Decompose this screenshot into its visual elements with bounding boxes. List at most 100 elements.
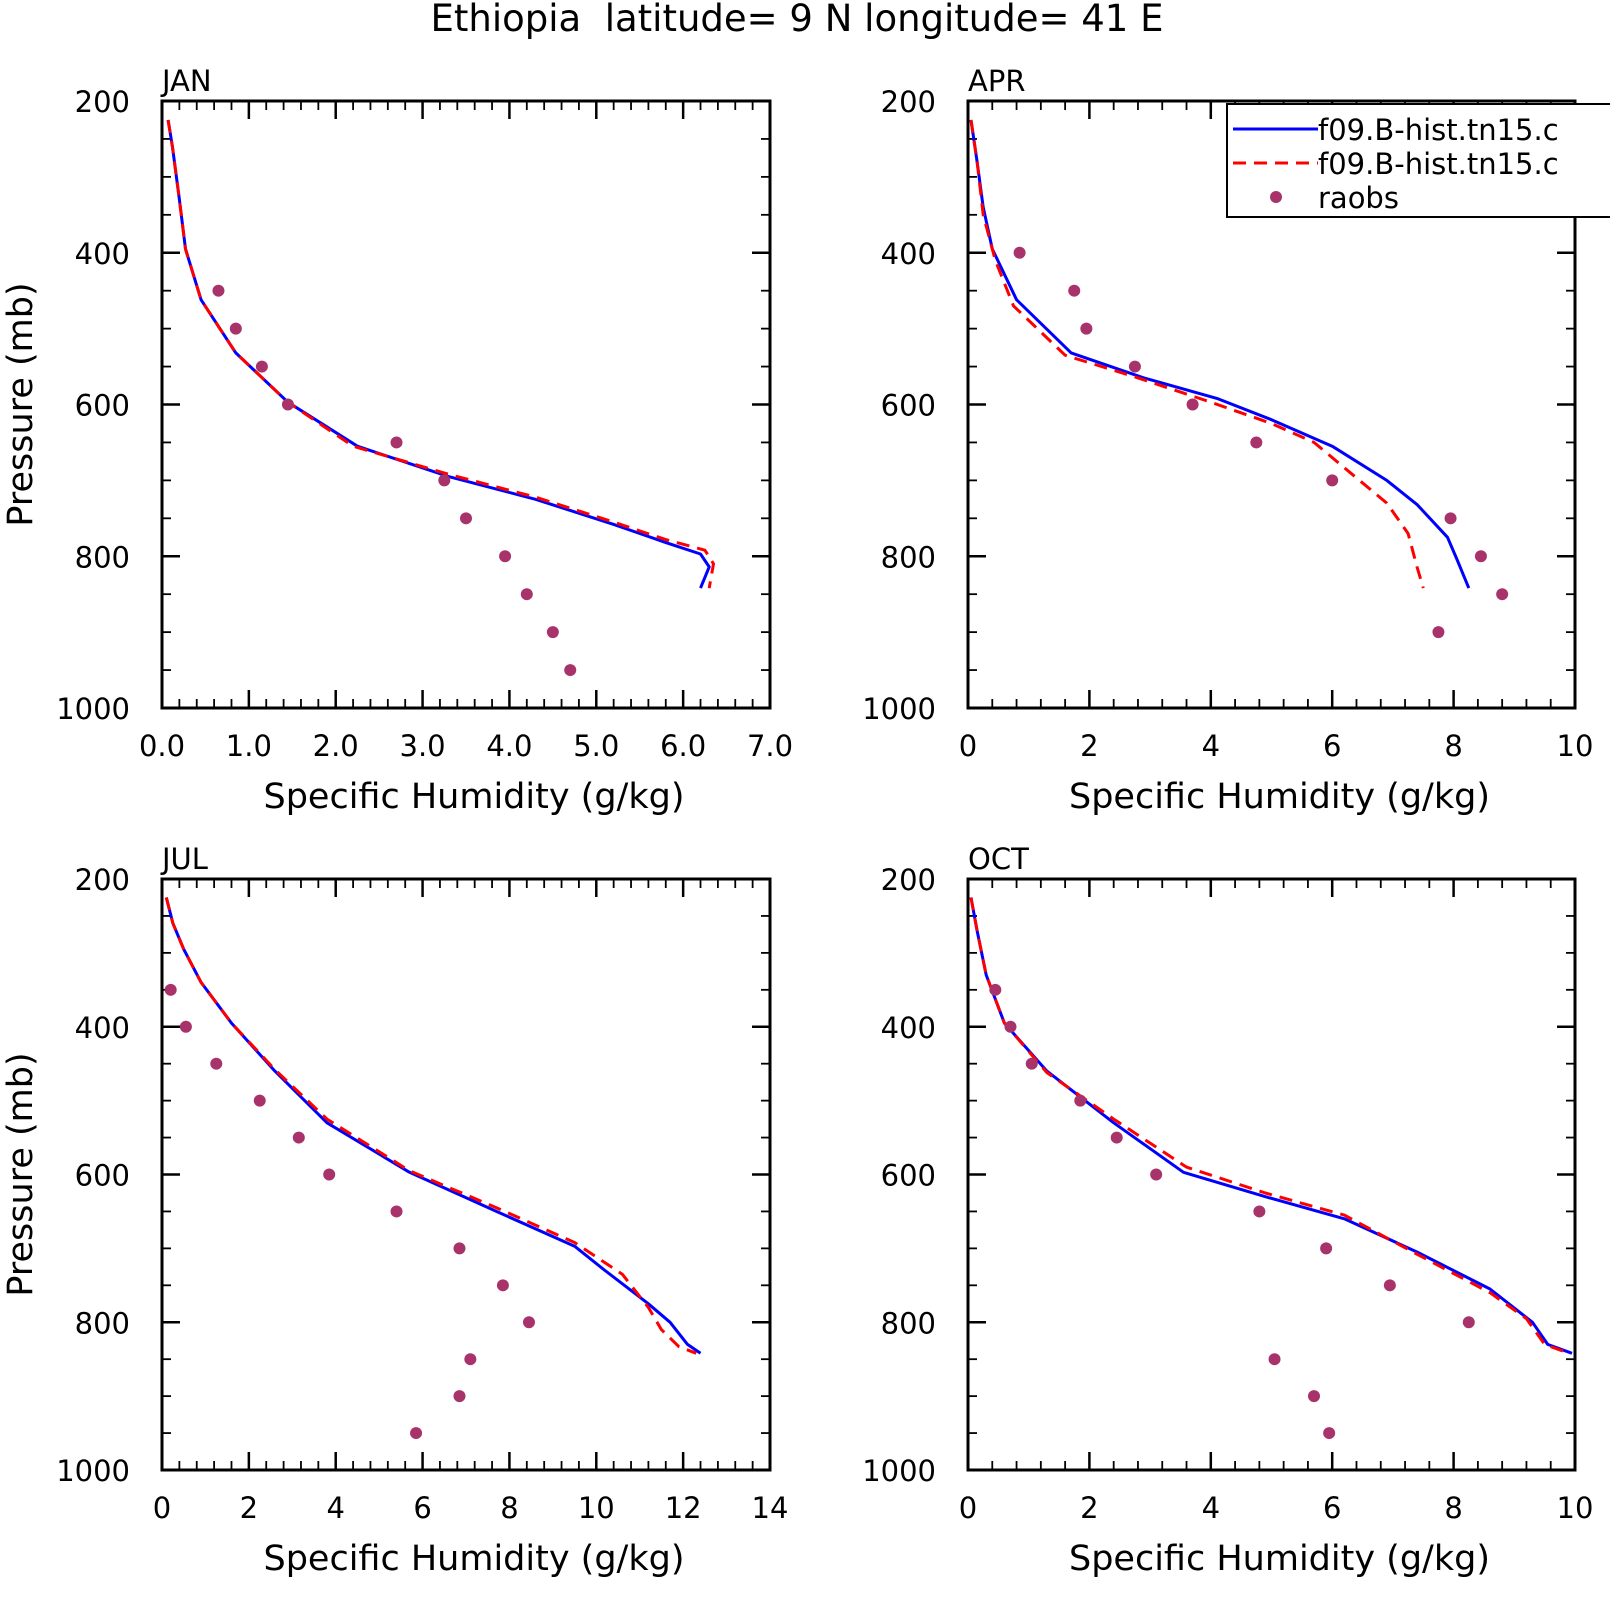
- x-tick-label: 4: [1202, 1491, 1220, 1525]
- raobs-point: [292, 1131, 305, 1144]
- panel-title: JUL: [160, 842, 208, 876]
- raobs-point: [989, 983, 1002, 996]
- x-tick-label: 2: [240, 1491, 258, 1525]
- raobs-point: [520, 588, 533, 601]
- raobs-point: [1326, 474, 1339, 487]
- x-tick-label: 10: [1557, 1491, 1594, 1525]
- y-tick-label: 1000: [56, 692, 130, 726]
- plot-area: [166, 119, 715, 677]
- raobs-point: [1004, 1020, 1017, 1033]
- x-tick-label: 2.0: [313, 729, 359, 763]
- series-line-solid: [969, 119, 1471, 589]
- raobs-point: [164, 983, 177, 996]
- raobs-point: [499, 550, 512, 563]
- raobs-point: [253, 1094, 266, 1107]
- legend-marker-raobs: [1270, 191, 1282, 203]
- series-raobs: [989, 983, 1475, 1440]
- raobs-point: [179, 1020, 192, 1033]
- raobs-point: [1253, 1205, 1266, 1218]
- raobs-point: [496, 1279, 509, 1292]
- x-tick-label: 14: [752, 1491, 789, 1525]
- x-axis-label: Specific Humidity (g/kg): [264, 1539, 685, 1579]
- raobs-point: [1307, 1390, 1320, 1403]
- raobs-point: [1268, 1353, 1281, 1366]
- series-line-dashed: [969, 119, 1425, 589]
- x-tick-label: 2: [1080, 1491, 1098, 1525]
- y-tick-label: 800: [75, 540, 130, 574]
- series-line-solid: [969, 897, 1573, 1355]
- y-tick-label: 800: [881, 1306, 936, 1340]
- x-tick-label: 3.0: [400, 729, 446, 763]
- x-tick-label: 6: [1323, 729, 1341, 763]
- raobs-point: [522, 1316, 535, 1329]
- x-tick-label: 5.0: [573, 729, 619, 763]
- raobs-point: [229, 322, 242, 335]
- raobs-point: [1462, 1316, 1475, 1329]
- y-tick-label: 200: [75, 85, 130, 119]
- panel-title: APR: [968, 64, 1025, 98]
- raobs-point: [1383, 1279, 1396, 1292]
- raobs-point: [1025, 1057, 1038, 1070]
- raobs-point: [410, 1427, 423, 1440]
- y-axis-label: Pressure (mb): [1, 282, 41, 526]
- y-tick-label: 400: [75, 237, 130, 271]
- panel-title: OCT: [968, 842, 1029, 876]
- series-line-solid: [166, 119, 711, 589]
- y-tick-label: 1000: [862, 1454, 936, 1488]
- x-tick-label: 4: [326, 1491, 344, 1525]
- panel-jan: JAN 0.0 1.0 2.0 3.0 4.0 5.0 6.0 7.0 200 400 600 800 1…: [1, 64, 793, 817]
- raobs-point: [1186, 398, 1199, 411]
- legend-label: f09.B-hist.tn15.c: [1318, 113, 1559, 147]
- panel-oct: OCT 0 2 4 6 8 10 200 400 600 800 1000 Specific Humid…: [862, 842, 1593, 1579]
- x-tick-label: 12: [665, 1491, 702, 1525]
- raobs-point: [390, 1205, 403, 1218]
- raobs-point: [546, 626, 559, 639]
- x-tick-label: 0: [959, 1491, 977, 1525]
- x-tick-label: 8: [1444, 729, 1462, 763]
- y-tick-label: 800: [881, 540, 936, 574]
- panel-title: JAN: [160, 64, 212, 98]
- raobs-point: [255, 360, 268, 373]
- x-tick-label: 10: [578, 1491, 615, 1525]
- x-tick-label: 2: [1080, 729, 1098, 763]
- raobs-point: [323, 1168, 336, 1181]
- y-tick-label: 200: [881, 85, 936, 119]
- raobs-point: [564, 664, 577, 677]
- x-tick-label: 6: [413, 1491, 431, 1525]
- series-raobs: [1013, 246, 1509, 639]
- raobs-point: [1074, 1094, 1087, 1107]
- x-tick-label: 1.0: [226, 729, 272, 763]
- raobs-point: [1013, 246, 1026, 259]
- panel-jul: JUL 0 2 4 6 8 10 12 14 200 400 600 800 1000 Specific H…: [1, 842, 788, 1579]
- y-tick-label: 600: [75, 1159, 130, 1193]
- y-tick-label: 200: [881, 863, 936, 897]
- plot-area: [164, 897, 702, 1440]
- raobs-point: [212, 284, 225, 297]
- raobs-point: [1128, 360, 1141, 373]
- series-line-dashed: [166, 119, 715, 589]
- series-raobs: [164, 983, 535, 1440]
- figure-title: Ethiopia latitude= 9 N longitude= 41 E: [431, 0, 1164, 40]
- x-tick-label: 10: [1557, 729, 1594, 763]
- x-tick-label: 8: [1444, 1491, 1462, 1525]
- raobs-point: [1250, 436, 1263, 449]
- legend-box: [1226, 103, 1610, 218]
- raobs-point: [1320, 1242, 1333, 1255]
- raobs-point: [464, 1353, 477, 1366]
- y-tick-label: 400: [881, 1011, 936, 1045]
- x-tick-label: 0: [153, 1491, 171, 1525]
- y-tick-label: 1000: [862, 692, 936, 726]
- y-tick-label: 600: [881, 1159, 936, 1193]
- plot-area: [969, 119, 1509, 639]
- raobs-point: [1474, 550, 1487, 563]
- y-tick-label: 600: [881, 389, 936, 423]
- x-tick-label: 4: [1202, 729, 1220, 763]
- x-tick-label: 8: [500, 1491, 518, 1525]
- raobs-point: [1323, 1427, 1336, 1440]
- y-tick-label: 800: [75, 1306, 130, 1340]
- y-tick-label: 600: [75, 389, 130, 423]
- raobs-point: [1496, 588, 1509, 601]
- raobs-point: [281, 398, 294, 411]
